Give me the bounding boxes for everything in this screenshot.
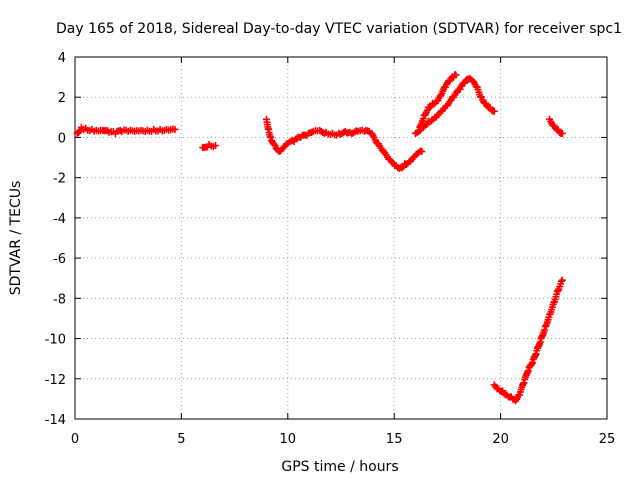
y-axis-label: SDTVAR / TECUs [8, 181, 24, 296]
x-axis-label: GPS time / hours [281, 459, 398, 475]
data-point [75, 128, 83, 136]
data-point [171, 125, 179, 133]
data-point [270, 140, 278, 148]
data-point [490, 107, 498, 115]
y-tick-label: -10 [45, 333, 66, 348]
y-tick-label: -14 [45, 413, 66, 428]
data-point [554, 286, 562, 294]
data-point [558, 276, 566, 284]
y-tick-label: -12 [45, 373, 66, 388]
y-tick-label: -4 [53, 212, 66, 227]
data-point [452, 71, 460, 79]
x-tick-label: 0 [71, 432, 79, 447]
x-tick-label: 15 [386, 432, 403, 447]
x-tick-label: 10 [280, 432, 297, 447]
data-point [524, 367, 532, 375]
y-tick-label: -2 [53, 172, 66, 187]
y-tick-label: -8 [53, 292, 66, 307]
data-point [558, 129, 566, 137]
x-tick-label: 20 [492, 432, 509, 447]
y-tick-label: 2 [58, 91, 66, 106]
data-point [528, 360, 536, 368]
tick-layer: 0 5 10 15 20 25 -14 -12 -10 -8 -6 -4 -2 0 2 4 [45, 51, 616, 447]
y-tick-label: 4 [58, 51, 66, 66]
data-point [398, 164, 406, 172]
data-point [211, 141, 219, 149]
y-tick-label: -6 [53, 252, 66, 267]
x-tick-label: 5 [177, 432, 185, 447]
data-point [267, 133, 275, 141]
data-point [418, 148, 426, 156]
y-tick-label: 0 [58, 131, 66, 146]
grid-layer [75, 57, 607, 419]
data-point [557, 277, 565, 285]
x-tick-label: 25 [599, 432, 616, 447]
plot-frame [74, 56, 608, 420]
data-points [73, 71, 566, 405]
data-point [426, 104, 434, 112]
chart-title: Day 165 of 2018, Sidereal Day-to-day VTE… [56, 21, 622, 37]
